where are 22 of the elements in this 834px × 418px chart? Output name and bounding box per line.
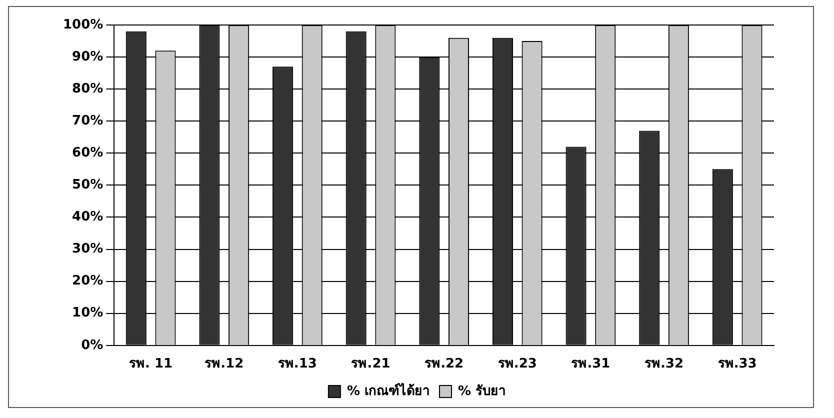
y-tick-label: 10%: [72, 306, 104, 321]
y-tick-label: 30%: [72, 242, 104, 257]
x-tick-label: รพ.13: [278, 356, 317, 372]
legend-label: % รับยา: [458, 384, 506, 399]
y-tick-label: 60%: [72, 146, 104, 161]
y-tick-label: 70%: [72, 113, 104, 128]
x-tick-label: รพ.22: [424, 356, 464, 372]
y-tick-label: 40%: [72, 210, 104, 225]
y-tick-label: 80%: [72, 81, 104, 96]
y-tick-label: 90%: [72, 49, 104, 64]
x-tick-label: รพ.32: [644, 356, 684, 372]
x-tick-label: รพ.21: [351, 356, 390, 372]
x-tick-label: รพ.33: [718, 356, 757, 372]
y-tick-label: 0%: [81, 338, 104, 353]
x-tick-label: รพ.23: [498, 356, 537, 372]
x-tick-label: รพ. 11: [129, 356, 173, 372]
legend-label: % เกณฑ์ได้ยา: [346, 382, 430, 399]
y-tick-label: 50%: [72, 178, 104, 193]
x-tick-label: รพ.31: [571, 356, 610, 372]
y-tick-label: 100%: [62, 17, 104, 32]
y-tick-label: 20%: [72, 274, 104, 289]
x-tick-label: รพ.12: [204, 356, 244, 372]
